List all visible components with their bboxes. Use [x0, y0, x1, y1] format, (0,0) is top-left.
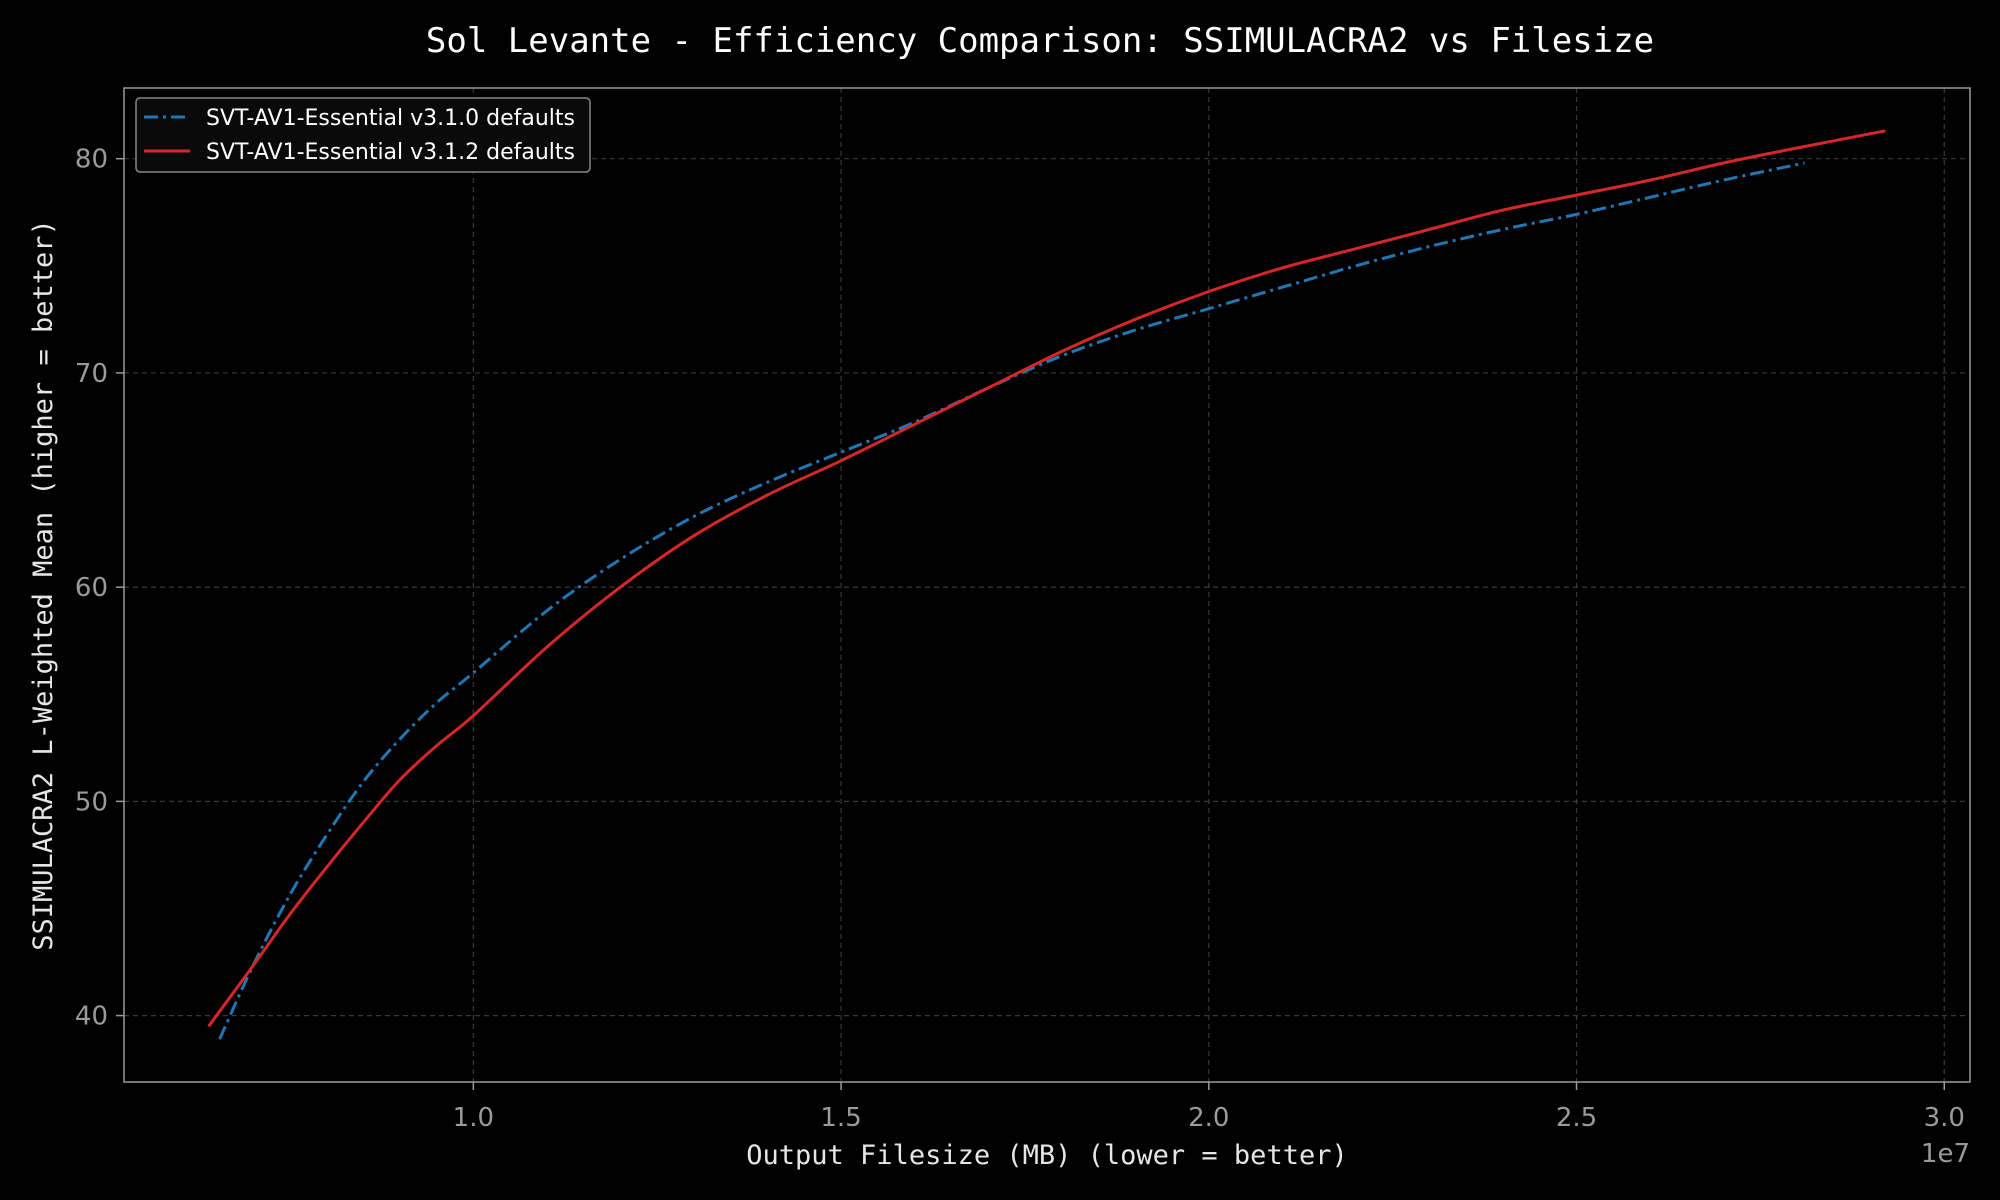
ticks: 1.0 1.5 2.0 2.5 3.0 40 50 60 70 80: [75, 145, 1965, 1133]
y-tick-label: 80: [75, 145, 108, 175]
x-tick-label: 2.0: [1188, 1103, 1229, 1133]
series-line-1: [207, 129, 1886, 1028]
x-tick-label: 1.0: [453, 1103, 494, 1133]
series-lines: [207, 129, 1886, 1040]
x-axis-offset-text: 1e7: [1921, 1139, 1970, 1169]
legend-label-v3-1-2: SVT-AV1-Essential v3.1.2 defaults: [206, 140, 575, 165]
legend-box: [135, 97, 591, 173]
series-line-0: [218, 161, 1805, 1040]
y-tick-label: 40: [75, 1002, 108, 1032]
y-tick-label: 50: [75, 787, 108, 817]
legend-label-v3-1-0: SVT-AV1-Essential v3.1.0 defaults: [206, 106, 575, 131]
x-tick-label: 3.0: [1924, 1103, 1965, 1133]
x-tick-label: 1.5: [820, 1103, 861, 1133]
y-tick-label: 70: [75, 359, 108, 389]
chart-title: Sol Levante - Efficiency Comparison: SSI…: [426, 21, 1654, 61]
x-axis-label: Output Filesize (MB) (lower = better): [746, 1140, 1347, 1171]
x-tick-label: 2.5: [1556, 1103, 1597, 1133]
y-tick-label: 60: [75, 573, 108, 603]
y-axis-label: SSIMULACRA2 L-Weighted Mean (higher = be…: [28, 219, 59, 951]
plot-frame: [123, 87, 1971, 1083]
legend: SVT-AV1-Essential v3.1.0 defaults SVT-AV…: [135, 97, 591, 173]
